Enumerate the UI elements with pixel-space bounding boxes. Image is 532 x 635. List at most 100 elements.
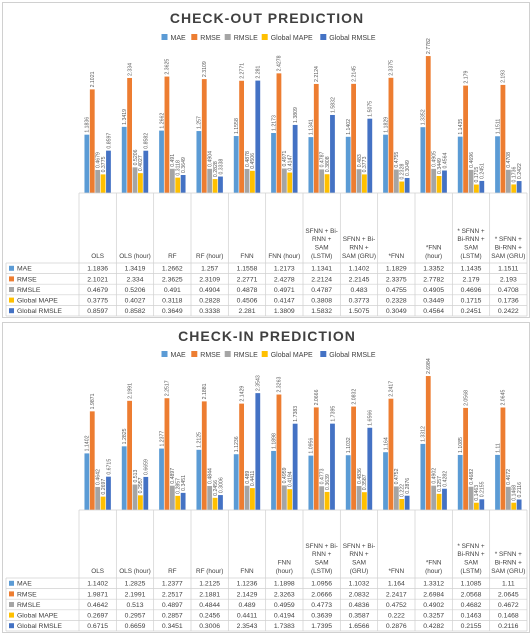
checkin-data-label: 0.1463 <box>474 485 480 501</box>
checkin-bar <box>468 486 474 510</box>
checkin-bar <box>479 499 485 510</box>
checkin-row-label: Global RMSLE <box>17 623 62 630</box>
checkin-table-cell: 0.3257 <box>423 613 444 620</box>
checkin-bar <box>511 502 517 510</box>
checkin-bar <box>164 398 170 510</box>
checkin-category-label: RNN + <box>312 551 332 558</box>
checkin-bar <box>207 485 213 510</box>
checkout-table-cell: 2.2771 <box>237 276 258 283</box>
checkout-bar <box>474 184 479 193</box>
checkin-table-cell: 0.4672 <box>498 602 519 609</box>
checkout-table-cell: 2.3625 <box>162 276 183 283</box>
checkout-table-cell: 0.1715 <box>461 298 482 305</box>
checkin-table-cell: 0.3587 <box>349 613 370 620</box>
checkin-data-label: 2.1429 <box>239 386 245 402</box>
checkin-category-label: OLS <box>91 568 104 575</box>
checkin-bar <box>95 486 101 510</box>
checkout-row-label: Global RMSLE <box>17 308 62 315</box>
checkout-table-cell: 2.281 <box>238 308 255 315</box>
checkin-table-cell: 0.1468 <box>498 613 519 620</box>
checkin-data-label: 0.4194 <box>288 471 294 487</box>
checkout-table-cell: 2.3109 <box>199 276 220 283</box>
checkout-bar <box>425 56 431 193</box>
checkin-category-label: RNN + <box>349 551 369 558</box>
checkout-category-label: RNN + <box>312 236 332 243</box>
checkin-bar <box>132 484 138 510</box>
checkout-bar <box>308 137 314 193</box>
checkin-chart: CHECK-IN PREDICTION MAE RMSE RMSLE Global MA… <box>5 328 528 632</box>
checkin-table-cell: 2.1991 <box>125 591 146 598</box>
checkin-data-label: 1.1032 <box>346 437 352 453</box>
checkin-category-label: OLS (hour) <box>119 568 151 575</box>
checkin-data-label: 0.6659 <box>144 459 150 475</box>
checkout-data-label: 0.1715 <box>474 167 480 183</box>
checkin-table-cell: 0.2155 <box>461 623 482 630</box>
checkin-row-key <box>9 602 14 607</box>
checkin-chart-title: CHECK-IN PREDICTION <box>178 328 356 344</box>
checkout-bar <box>106 150 111 193</box>
checkin-table-cell: 0.4411 <box>237 613 258 620</box>
checkout-data-label: 0.8582 <box>144 133 150 149</box>
checkout-legend-swatch <box>320 34 327 40</box>
checkout-bar <box>511 184 517 193</box>
checkout-data-label: 0.4904 <box>207 151 213 167</box>
checkin-data-label: 1.6566 <box>368 410 374 426</box>
checkin-bar <box>383 452 388 510</box>
checkout-category-label: FNN <box>240 253 254 260</box>
checkin-bar <box>420 443 426 510</box>
checkin-data-table: OLS OLS (hour) RF RF (hour) FNNFNN(hour)SFNN… <box>5 509 528 632</box>
checkout-category-label: (hour) <box>425 253 442 260</box>
checkout-category-label: *FNN <box>389 253 405 260</box>
checkout-bar <box>244 168 250 193</box>
checkin-bar <box>218 495 223 510</box>
checkin-row-key <box>9 580 14 586</box>
checkout-data-label: 0.2328 <box>400 164 406 180</box>
checkout-data-label: 2.334 <box>127 63 133 76</box>
checkin-bar <box>436 493 442 510</box>
checkout-bar <box>276 73 282 193</box>
checkin-bar <box>362 492 367 510</box>
checkout-table-cell: 1.1829 <box>386 266 407 273</box>
checkin-category-label: SAM <box>315 560 329 567</box>
checkout-bar <box>356 169 362 193</box>
checkin-data-label: 0.4902 <box>431 468 437 484</box>
checkin-data-label: 0.489 <box>245 471 251 484</box>
checkout-bar <box>505 169 511 193</box>
checkin-data-label: 1.1236 <box>234 436 240 452</box>
checkin-bar <box>169 485 175 510</box>
checkout-table-cell: 0.483 <box>350 287 367 294</box>
checkout-category-label: OLS <box>91 253 104 260</box>
checkin-table-cell: 2.3263 <box>274 591 295 598</box>
checkout-table-cell: 2.2124 <box>311 276 332 283</box>
checkout-chart-panel: CHECK-OUT PREDICTION MAE RMSE RMSLE Global M… <box>2 2 530 318</box>
checkout-row-key <box>9 297 14 303</box>
checkin-table-cell: 0.6715 <box>87 623 108 630</box>
checkin-category-label: *FNN <box>389 568 405 575</box>
checkin-legend-swatch <box>320 351 327 357</box>
checkin-bar <box>276 394 282 510</box>
checkin-table-cell: 1.1898 <box>274 581 295 588</box>
checkin-table-cell: 1.1402 <box>87 581 108 588</box>
checkout-row-key <box>9 308 14 314</box>
checkout-bar <box>239 80 244 193</box>
checkout-category-label: RF <box>168 253 177 260</box>
checkout-bar <box>362 174 367 193</box>
checkout-bar <box>159 130 164 193</box>
checkin-bar <box>313 407 319 510</box>
checkin-bar <box>281 485 287 510</box>
checkout-bar <box>292 124 298 193</box>
checkout-table-cell: 1.1341 <box>311 266 332 273</box>
checkout-row-label: MAE <box>17 266 32 273</box>
checkout-bar <box>287 172 293 193</box>
checkin-bar <box>287 489 293 510</box>
checkout-bar <box>495 136 500 193</box>
checkout-legend-item: Global RMSLE <box>320 34 376 42</box>
checkin-table-cell: 0.4752 <box>386 602 407 609</box>
checkin-table-cell: 0.222 <box>388 613 405 620</box>
checkin-bar <box>425 376 431 510</box>
checkin-data-label: 0.3257 <box>437 476 443 492</box>
checkin-bar <box>463 407 468 510</box>
checkout-data-label: 1.1558 <box>234 118 240 134</box>
checkin-table-cell: 1.9871 <box>87 591 108 598</box>
checkout-bar <box>143 150 149 193</box>
